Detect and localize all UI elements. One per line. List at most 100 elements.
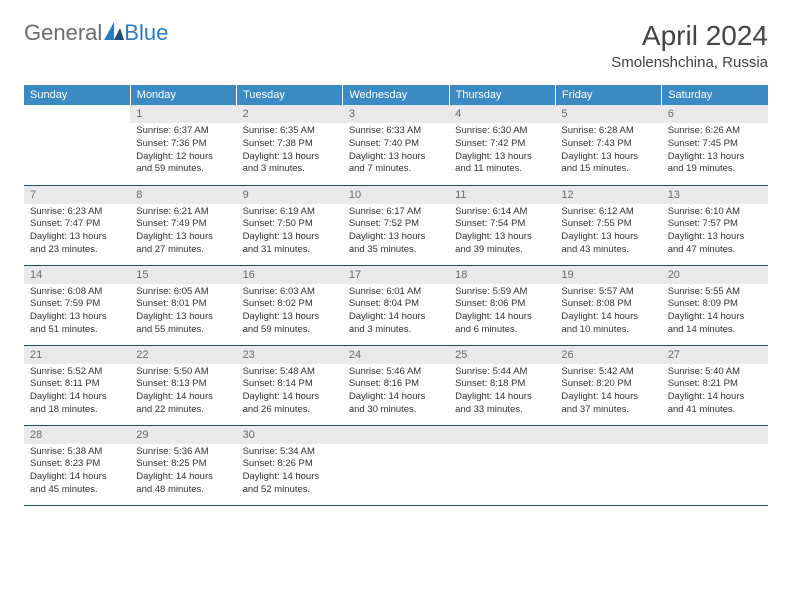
day-number: 24 xyxy=(343,346,449,364)
calendar-cell: 23Sunrise: 5:48 AMSunset: 8:14 PMDayligh… xyxy=(237,345,343,425)
dow-header: Wednesday xyxy=(343,85,449,105)
day-number: 30 xyxy=(237,426,343,444)
calendar-cell: 20Sunrise: 5:55 AMSunset: 8:09 PMDayligh… xyxy=(662,265,768,345)
calendar-cell: 26Sunrise: 5:42 AMSunset: 8:20 PMDayligh… xyxy=(555,345,661,425)
day-body: Sunrise: 6:28 AMSunset: 7:43 PMDaylight:… xyxy=(555,123,661,182)
day-number: 4 xyxy=(449,105,555,123)
day-number: 16 xyxy=(237,266,343,284)
day-number: 8 xyxy=(130,186,236,204)
day-number: 18 xyxy=(449,266,555,284)
day-number: 27 xyxy=(662,346,768,364)
day-body: Sunrise: 6:35 AMSunset: 7:38 PMDaylight:… xyxy=(237,123,343,182)
day-number: 25 xyxy=(449,346,555,364)
calendar-cell: 8Sunrise: 6:21 AMSunset: 7:49 PMDaylight… xyxy=(130,185,236,265)
calendar-cell: 4Sunrise: 6:30 AMSunset: 7:42 PMDaylight… xyxy=(449,105,555,185)
day-body: Sunrise: 5:46 AMSunset: 8:16 PMDaylight:… xyxy=(343,364,449,423)
logo: General Blue xyxy=(24,20,168,46)
day-body: Sunrise: 6:19 AMSunset: 7:50 PMDaylight:… xyxy=(237,204,343,263)
calendar-head: SundayMondayTuesdayWednesdayThursdayFrid… xyxy=(24,85,768,105)
day-body: Sunrise: 6:23 AMSunset: 7:47 PMDaylight:… xyxy=(24,204,130,263)
day-body: Sunrise: 6:08 AMSunset: 7:59 PMDaylight:… xyxy=(24,284,130,343)
calendar-cell xyxy=(449,425,555,505)
month-title: April 2024 xyxy=(611,20,768,52)
calendar-cell xyxy=(662,425,768,505)
logo-icon xyxy=(104,20,124,46)
day-body: Sunrise: 5:48 AMSunset: 8:14 PMDaylight:… xyxy=(237,364,343,423)
day-body: Sunrise: 5:50 AMSunset: 8:13 PMDaylight:… xyxy=(130,364,236,423)
day-number: 7 xyxy=(24,186,130,204)
day-number: 3 xyxy=(343,105,449,123)
day-body: Sunrise: 6:17 AMSunset: 7:52 PMDaylight:… xyxy=(343,204,449,263)
calendar-cell xyxy=(555,425,661,505)
day-body: Sunrise: 5:42 AMSunset: 8:20 PMDaylight:… xyxy=(555,364,661,423)
dow-header: Saturday xyxy=(662,85,768,105)
day-body: Sunrise: 6:21 AMSunset: 7:49 PMDaylight:… xyxy=(130,204,236,263)
calendar-cell: 2Sunrise: 6:35 AMSunset: 7:38 PMDaylight… xyxy=(237,105,343,185)
calendar-cell: 9Sunrise: 6:19 AMSunset: 7:50 PMDaylight… xyxy=(237,185,343,265)
calendar-cell: 17Sunrise: 6:01 AMSunset: 8:04 PMDayligh… xyxy=(343,265,449,345)
calendar-cell: 22Sunrise: 5:50 AMSunset: 8:13 PMDayligh… xyxy=(130,345,236,425)
day-number: 5 xyxy=(555,105,661,123)
day-body: Sunrise: 5:55 AMSunset: 8:09 PMDaylight:… xyxy=(662,284,768,343)
day-body: Sunrise: 6:30 AMSunset: 7:42 PMDaylight:… xyxy=(449,123,555,182)
day-body: Sunrise: 5:59 AMSunset: 8:06 PMDaylight:… xyxy=(449,284,555,343)
day-number-empty xyxy=(662,426,768,444)
calendar-cell: 6Sunrise: 6:26 AMSunset: 7:45 PMDaylight… xyxy=(662,105,768,185)
calendar-cell: 19Sunrise: 5:57 AMSunset: 8:08 PMDayligh… xyxy=(555,265,661,345)
calendar-row: 28Sunrise: 5:38 AMSunset: 8:23 PMDayligh… xyxy=(24,425,768,505)
day-number: 23 xyxy=(237,346,343,364)
day-number: 26 xyxy=(555,346,661,364)
calendar-cell: 7Sunrise: 6:23 AMSunset: 7:47 PMDaylight… xyxy=(24,185,130,265)
day-body: Sunrise: 6:37 AMSunset: 7:36 PMDaylight:… xyxy=(130,123,236,182)
calendar-cell: 24Sunrise: 5:46 AMSunset: 8:16 PMDayligh… xyxy=(343,345,449,425)
day-number: 12 xyxy=(555,186,661,204)
day-number-empty xyxy=(343,426,449,444)
calendar-body: 1Sunrise: 6:37 AMSunset: 7:36 PMDaylight… xyxy=(24,105,768,505)
day-body: Sunrise: 6:12 AMSunset: 7:55 PMDaylight:… xyxy=(555,204,661,263)
calendar-cell: 25Sunrise: 5:44 AMSunset: 8:18 PMDayligh… xyxy=(449,345,555,425)
day-body: Sunrise: 6:05 AMSunset: 8:01 PMDaylight:… xyxy=(130,284,236,343)
calendar-cell: 18Sunrise: 5:59 AMSunset: 8:06 PMDayligh… xyxy=(449,265,555,345)
calendar-row: 7Sunrise: 6:23 AMSunset: 7:47 PMDaylight… xyxy=(24,185,768,265)
calendar-row: 21Sunrise: 5:52 AMSunset: 8:11 PMDayligh… xyxy=(24,345,768,425)
day-number: 15 xyxy=(130,266,236,284)
calendar-cell: 14Sunrise: 6:08 AMSunset: 7:59 PMDayligh… xyxy=(24,265,130,345)
day-body: Sunrise: 5:36 AMSunset: 8:25 PMDaylight:… xyxy=(130,444,236,503)
day-number: 20 xyxy=(662,266,768,284)
day-body: Sunrise: 6:26 AMSunset: 7:45 PMDaylight:… xyxy=(662,123,768,182)
day-number: 19 xyxy=(555,266,661,284)
calendar-cell: 1Sunrise: 6:37 AMSunset: 7:36 PMDaylight… xyxy=(130,105,236,185)
calendar-cell: 10Sunrise: 6:17 AMSunset: 7:52 PMDayligh… xyxy=(343,185,449,265)
calendar-cell: 15Sunrise: 6:05 AMSunset: 8:01 PMDayligh… xyxy=(130,265,236,345)
calendar-cell: 13Sunrise: 6:10 AMSunset: 7:57 PMDayligh… xyxy=(662,185,768,265)
calendar-cell: 21Sunrise: 5:52 AMSunset: 8:11 PMDayligh… xyxy=(24,345,130,425)
day-number: 1 xyxy=(130,105,236,123)
calendar-cell: 30Sunrise: 5:34 AMSunset: 8:26 PMDayligh… xyxy=(237,425,343,505)
day-body: Sunrise: 5:40 AMSunset: 8:21 PMDaylight:… xyxy=(662,364,768,423)
calendar-cell: 16Sunrise: 6:03 AMSunset: 8:02 PMDayligh… xyxy=(237,265,343,345)
header: General Blue April 2024 Smolenshchina, R… xyxy=(24,20,768,71)
calendar-cell: 29Sunrise: 5:36 AMSunset: 8:25 PMDayligh… xyxy=(130,425,236,505)
day-number: 11 xyxy=(449,186,555,204)
dow-header: Monday xyxy=(130,85,236,105)
day-number: 13 xyxy=(662,186,768,204)
calendar-cell: 11Sunrise: 6:14 AMSunset: 7:54 PMDayligh… xyxy=(449,185,555,265)
dow-header: Thursday xyxy=(449,85,555,105)
day-body: Sunrise: 5:52 AMSunset: 8:11 PMDaylight:… xyxy=(24,364,130,423)
day-body: Sunrise: 6:10 AMSunset: 7:57 PMDaylight:… xyxy=(662,204,768,263)
day-number: 6 xyxy=(662,105,768,123)
day-number-empty xyxy=(449,426,555,444)
calendar-cell: 5Sunrise: 6:28 AMSunset: 7:43 PMDaylight… xyxy=(555,105,661,185)
calendar-table: SundayMondayTuesdayWednesdayThursdayFrid… xyxy=(24,85,768,506)
day-number: 2 xyxy=(237,105,343,123)
day-number: 9 xyxy=(237,186,343,204)
day-body: Sunrise: 6:33 AMSunset: 7:40 PMDaylight:… xyxy=(343,123,449,182)
dow-header: Tuesday xyxy=(237,85,343,105)
day-number: 14 xyxy=(24,266,130,284)
day-body: Sunrise: 5:34 AMSunset: 8:26 PMDaylight:… xyxy=(237,444,343,503)
calendar-cell xyxy=(24,105,130,185)
calendar-cell: 27Sunrise: 5:40 AMSunset: 8:21 PMDayligh… xyxy=(662,345,768,425)
dow-header: Friday xyxy=(555,85,661,105)
day-number: 21 xyxy=(24,346,130,364)
day-body: Sunrise: 6:14 AMSunset: 7:54 PMDaylight:… xyxy=(449,204,555,263)
